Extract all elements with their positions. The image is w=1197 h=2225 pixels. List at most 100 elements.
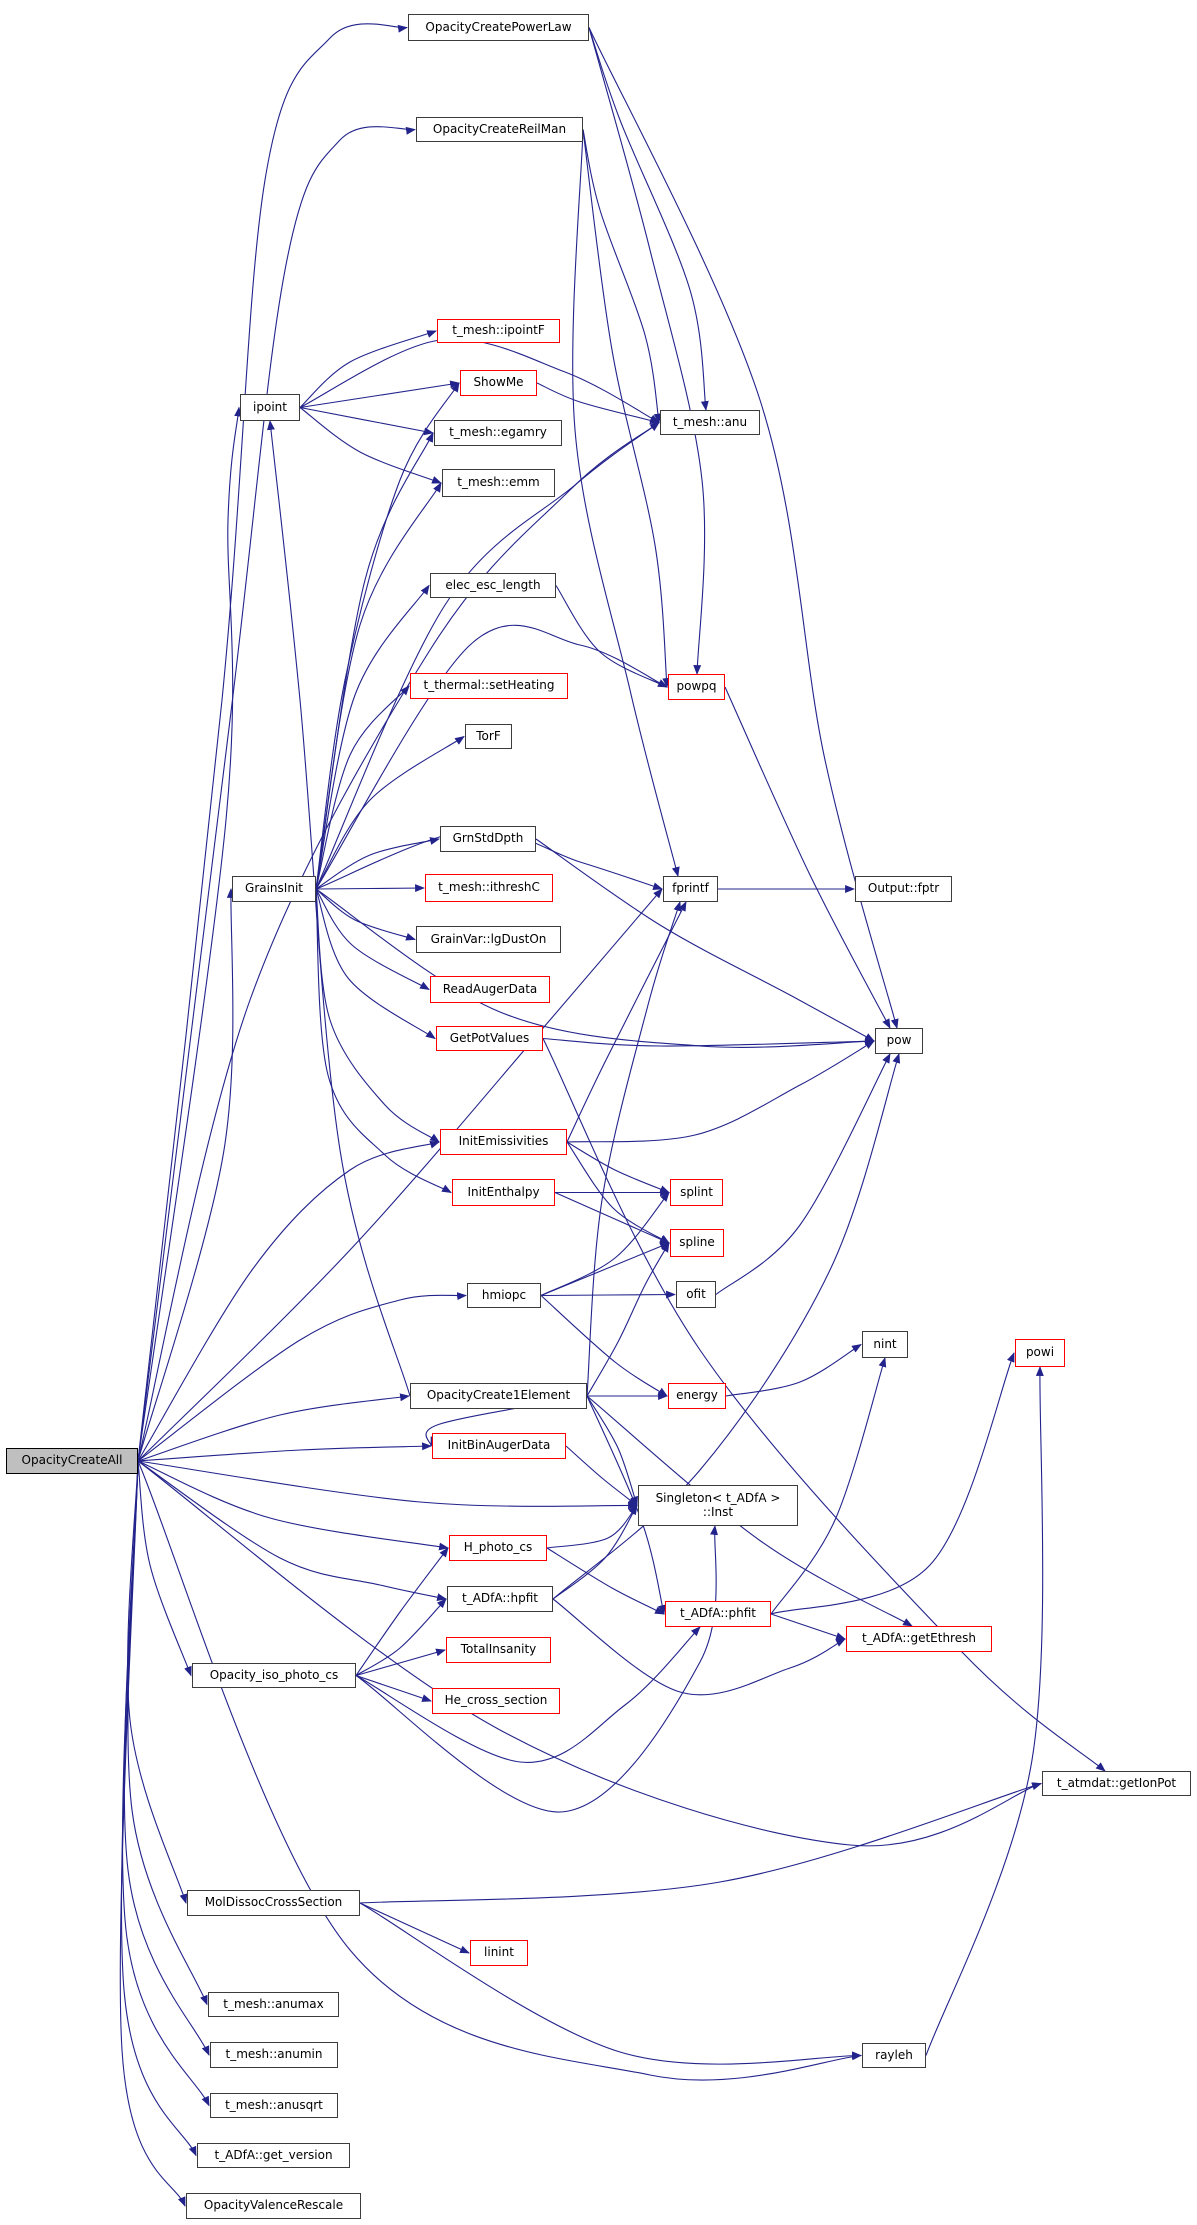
graph-node-anu[interactable]: t_mesh::anu	[660, 410, 760, 435]
edge-OpacityCreateReilMan-to-anu	[582, 129, 662, 424]
edge-InitEmissivities-to-spline	[566, 1141, 670, 1244]
edge-Opacity_iso_photo_cs-to-phfit	[355, 1626, 701, 1763]
graph-node-label: t_ADfA::getEthresh	[862, 1631, 976, 1646]
edge-InitEmissivities-to-splint	[566, 1141, 670, 1194]
graph-node-Inst[interactable]: Singleton< t_ADfA >::Inst	[638, 1485, 798, 1526]
edge-H_photo_cs-to-phfit	[546, 1547, 665, 1615]
edge-InitBinAugerData-to-Inst	[565, 1445, 638, 1507]
graph-node-label: elec_esc_length	[445, 577, 541, 592]
edge-Opacity_iso_photo_cs-to-He_cross_section	[355, 1674, 432, 1702]
edge-OpacityCreate1Element-to-getEthresh	[586, 1395, 913, 1627]
edge-OpacityCreateAll-to-fprintf	[137, 888, 663, 1462]
graph-node-elec_esc_length[interactable]: elec_esc_length	[430, 573, 556, 598]
graph-node-OpacityCreate1Element[interactable]: OpacityCreate1Element	[410, 1383, 587, 1409]
edge-Opacity_iso_photo_cs-to-H_photo_cs	[355, 1547, 449, 1676]
graph-node-H_photo_cs[interactable]: H_photo_cs	[449, 1535, 547, 1561]
edge-MolDissocCrossSection-to-getIonPot	[359, 1782, 1042, 1904]
graph-node-ReadAugerData[interactable]: ReadAugerData	[430, 976, 550, 1003]
graph-node-TorF[interactable]: TorF	[465, 724, 512, 749]
graph-node-label: t_ADfA::hpfit	[462, 1591, 538, 1606]
edge-OpacityCreateReilMan-to-fprintf	[572, 129, 680, 877]
graph-node-InitBinAugerData[interactable]: InitBinAugerData	[432, 1433, 566, 1459]
graph-node-OpacityCreatePowerLaw[interactable]: OpacityCreatePowerLaw	[408, 14, 589, 41]
edge-OpacityCreatePowerLaw-to-anu	[588, 27, 709, 411]
graph-node-InitEmissivities[interactable]: InitEmissivities	[440, 1129, 567, 1155]
edge-hpfit-to-Inst	[552, 1504, 638, 1600]
edge-OpacityCreateAll-to-Opacity_iso_photo_cs	[137, 1460, 192, 1677]
graph-node-fptr[interactable]: Output::fptr	[855, 876, 952, 902]
graph-node-label: Singleton< t_ADfA >	[655, 1490, 781, 1505]
edge-elec_esc_length-to-powpq	[555, 585, 668, 688]
graph-node-hpfit[interactable]: t_ADfA::hpfit	[447, 1586, 553, 1612]
edge-OpacityCreateAll-to-OpacityCreate1Element	[137, 1393, 410, 1462]
edge-phfit-to-nint	[770, 1357, 887, 1615]
graph-node-egamry[interactable]: t_mesh::egamry	[434, 420, 562, 446]
graph-node-get_version[interactable]: t_ADfA::get_version	[197, 2143, 350, 2168]
edge-GrainsInit-to-emm	[315, 482, 442, 890]
graph-node-label: t_mesh::egamry	[449, 425, 547, 440]
graph-node-setHeating[interactable]: t_thermal::setHeating	[410, 673, 568, 699]
graph-node-getEthresh[interactable]: t_ADfA::getEthresh	[846, 1626, 992, 1652]
graph-node-TotalInsanity[interactable]: TotalInsanity	[446, 1637, 551, 1663]
graph-node-fprintf[interactable]: fprintf	[663, 876, 718, 902]
edge-OpacityCreatePowerLaw-to-pow	[588, 27, 899, 1029]
graph-node-lgDustOn[interactable]: GrainVar::lgDustOn	[416, 926, 561, 953]
graph-node-ipoint[interactable]: ipoint	[240, 394, 300, 421]
graph-node-anusqrt[interactable]: t_mesh::anusqrt	[210, 2093, 338, 2118]
graph-node-nint[interactable]: nint	[862, 1331, 908, 1358]
graph-node-InitEnthalpy[interactable]: InitEnthalpy	[452, 1179, 555, 1206]
graph-node-MolDissocCrossSection[interactable]: MolDissocCrossSection	[187, 1890, 360, 1916]
graph-node-Opacity_iso_photo_cs[interactable]: Opacity_iso_photo_cs	[192, 1663, 356, 1688]
graph-node-label: rayleh	[875, 2047, 913, 2062]
edge-MolDissocCrossSection-to-linint	[359, 1902, 470, 1954]
graph-node-phfit[interactable]: t_ADfA::phfit	[665, 1601, 771, 1627]
graph-node-powpq[interactable]: powpq	[668, 674, 725, 700]
graph-node-ipointF[interactable]: t_mesh::ipointF	[437, 319, 560, 343]
graph-node-linint[interactable]: linint	[470, 1940, 528, 1966]
graph-node-emm[interactable]: t_mesh::emm	[442, 469, 555, 497]
edge-GrainsInit-to-GetPotValues	[315, 888, 436, 1040]
graph-node-getIonPot[interactable]: t_atmdat::getIonPot	[1042, 1771, 1191, 1796]
graph-node-rayleh[interactable]: rayleh	[862, 2043, 926, 2068]
edge-OpacityCreateAll-to-anu	[137, 421, 660, 1462]
graph-node-label: InitEnthalpy	[467, 1184, 540, 1199]
graph-node-OpacityCreateAll[interactable]: OpacityCreateAll	[6, 1448, 138, 1474]
graph-node-label: fprintf	[672, 881, 709, 896]
edge-GrnStdDpth-to-pow	[535, 838, 875, 1042]
graph-node-label: ipoint	[253, 399, 287, 414]
edge-GetPotValues-to-getIonPot	[542, 1038, 1106, 1772]
graph-node-GetPotValues[interactable]: GetPotValues	[436, 1026, 543, 1051]
graph-node-hmiopc[interactable]: hmiopc	[467, 1283, 541, 1308]
graph-node-splint[interactable]: splint	[670, 1179, 723, 1206]
edge-OpacityCreate1Element-to-Inst	[586, 1395, 638, 1507]
edge-hpfit-to-pow	[552, 1053, 901, 1600]
graph-node-ShowMe[interactable]: ShowMe	[460, 370, 537, 396]
edge-OpacityCreateAll-to-OpacityCreatePowerLaw	[137, 23, 408, 1462]
edge-Opacity_iso_photo_cs-to-Inst	[355, 1525, 718, 1813]
graph-node-label: GrainsInit	[245, 881, 303, 896]
graph-node-powi[interactable]: powi	[1015, 1339, 1065, 1367]
edge-OpacityCreateAll-to-OpacityValenceRescale	[119, 1460, 186, 2207]
graph-node-energy[interactable]: energy	[668, 1383, 726, 1409]
edge-MolDissocCrossSection-to-rayleh	[359, 1902, 862, 2065]
graph-node-label: He_cross_section	[444, 1693, 548, 1708]
graph-node-pow[interactable]: pow	[875, 1028, 923, 1054]
edge-GrainsInit-to-TorF	[315, 735, 465, 890]
edge-powpq-to-pow	[724, 686, 891, 1029]
graph-node-anumax[interactable]: t_mesh::anumax	[208, 1992, 339, 2017]
graph-node-ithreshC[interactable]: t_mesh::ithreshC	[425, 874, 553, 902]
graph-node-OpacityCreateReilMan[interactable]: OpacityCreateReilMan	[416, 117, 583, 142]
graph-node-spline[interactable]: spline	[670, 1229, 724, 1257]
graph-node-label: hmiopc	[481, 1287, 527, 1302]
edge-phfit-to-getEthresh	[770, 1613, 846, 1640]
graph-node-anumin[interactable]: t_mesh::anumin	[210, 2042, 338, 2068]
graph-node-label: GrainVar::lgDustOn	[430, 931, 547, 946]
graph-node-ofit[interactable]: ofit	[676, 1281, 716, 1308]
graph-node-GrainsInit[interactable]: GrainsInit	[232, 876, 316, 902]
graph-node-He_cross_section[interactable]: He_cross_section	[432, 1688, 560, 1714]
edge-hpfit-to-getEthresh	[552, 1598, 846, 1696]
edge-OpacityCreate1Element-to-spline	[586, 1242, 670, 1397]
graph-node-OpacityValenceRescale[interactable]: OpacityValenceRescale	[186, 2193, 361, 2219]
graph-node-GrnStdDpth[interactable]: GrnStdDpth	[440, 826, 536, 852]
